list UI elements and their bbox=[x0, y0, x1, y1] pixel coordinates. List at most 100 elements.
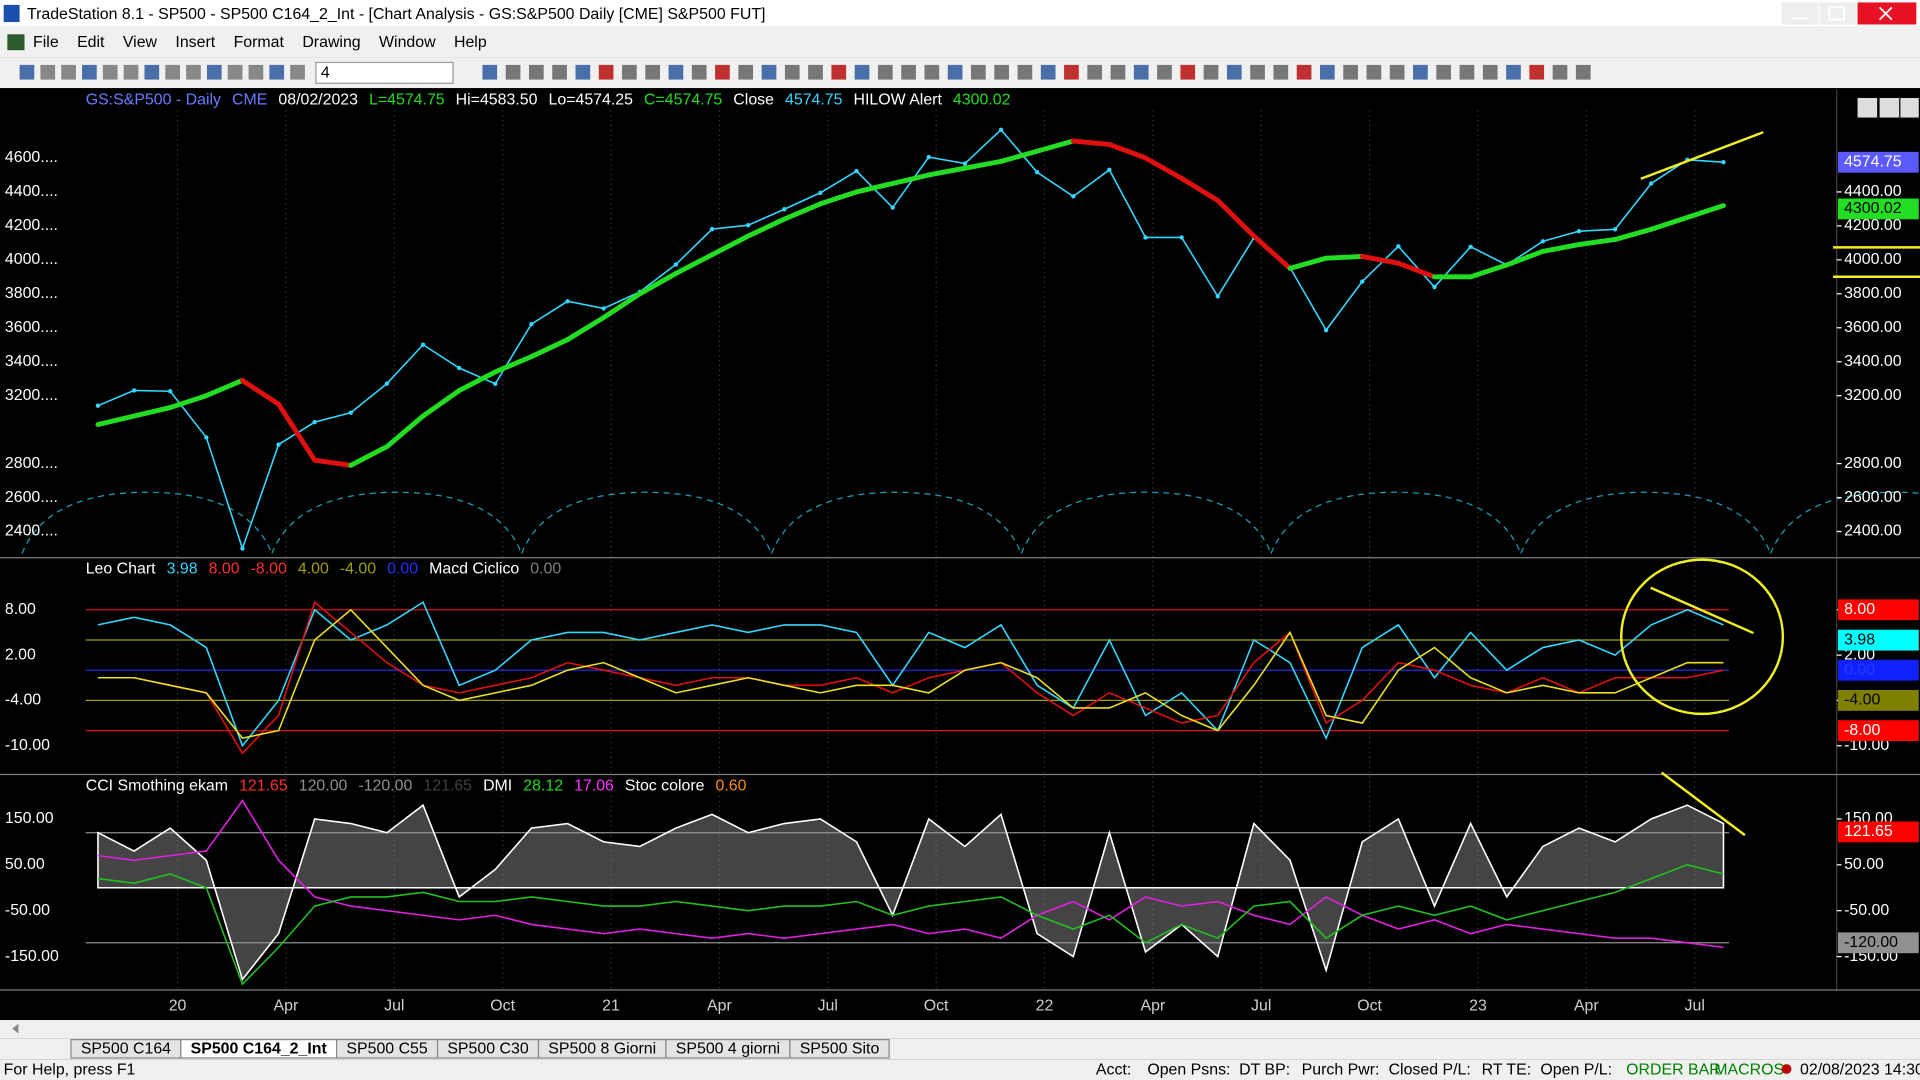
tab-label[interactable]: SP500 8 Giorni bbox=[548, 1041, 656, 1058]
tab-label[interactable]: SP500 C164 bbox=[81, 1041, 171, 1058]
tool-icon[interactable] bbox=[1482, 64, 1498, 80]
tool-icon[interactable] bbox=[1273, 64, 1289, 80]
menu-item[interactable]: Format bbox=[234, 34, 285, 51]
menu-item[interactable]: Help bbox=[454, 34, 487, 51]
tool-icon[interactable] bbox=[1296, 64, 1312, 80]
tool-icon[interactable] bbox=[761, 64, 777, 80]
tool-icon[interactable] bbox=[1017, 64, 1033, 80]
tool-icon[interactable] bbox=[1389, 64, 1405, 80]
tool-icon[interactable] bbox=[206, 64, 222, 80]
tool-icon[interactable] bbox=[808, 64, 823, 80]
tool-icon[interactable] bbox=[971, 64, 986, 80]
ma-segment bbox=[528, 337, 570, 360]
menu-item[interactable]: File bbox=[33, 34, 59, 51]
tool-icon[interactable] bbox=[668, 64, 684, 80]
tool-icon[interactable] bbox=[1040, 64, 1056, 80]
tool-icon[interactable] bbox=[924, 64, 940, 80]
scrollbar[interactable] bbox=[0, 1020, 1920, 1039]
tool-icon[interactable] bbox=[1552, 64, 1568, 80]
series-line bbox=[97, 600, 1724, 755]
window-controls[interactable] bbox=[1781, 2, 1917, 25]
macros[interactable]: MACROS bbox=[1714, 1061, 1784, 1078]
maximize-button[interactable] bbox=[1819, 2, 1857, 25]
tool-icon[interactable] bbox=[1413, 64, 1428, 80]
tab-label[interactable]: SP500 C30 bbox=[447, 1041, 529, 1058]
chart-window-controls[interactable] bbox=[1857, 97, 1919, 118]
tool-icon[interactable] bbox=[482, 64, 498, 80]
tool-icon[interactable] bbox=[575, 64, 591, 80]
value-box bbox=[1837, 151, 1919, 173]
tool-icon[interactable] bbox=[40, 64, 56, 80]
tool-icon[interactable] bbox=[1180, 64, 1196, 80]
value-box bbox=[1837, 198, 1919, 220]
chart-minimize[interactable] bbox=[1857, 97, 1878, 118]
tool-icon[interactable] bbox=[1226, 64, 1242, 80]
header-item: CCI Smothing ekam bbox=[86, 777, 228, 794]
menu-item[interactable]: Drawing bbox=[302, 34, 360, 51]
tool-icon[interactable] bbox=[186, 64, 201, 80]
tool-icon[interactable] bbox=[1436, 64, 1452, 80]
tool-icon[interactable] bbox=[598, 64, 614, 80]
menu-item[interactable]: View bbox=[123, 34, 158, 51]
tool-icon[interactable] bbox=[1064, 64, 1079, 80]
tool-icon[interactable] bbox=[102, 64, 118, 80]
chart-restore[interactable] bbox=[1879, 97, 1900, 118]
tool-icon[interactable] bbox=[1110, 64, 1126, 80]
tool-icon[interactable] bbox=[854, 64, 870, 80]
tool-icon[interactable] bbox=[1087, 64, 1103, 80]
tool-icon[interactable] bbox=[165, 64, 180, 80]
menu-item[interactable]: Insert bbox=[175, 34, 215, 51]
menu-item[interactable]: Edit bbox=[77, 34, 105, 51]
tool-icon[interactable] bbox=[61, 64, 76, 80]
interval-combo[interactable] bbox=[315, 61, 454, 84]
menu-item[interactable]: Window bbox=[379, 34, 436, 51]
tool-icon[interactable] bbox=[715, 64, 730, 80]
tool-icon[interactable] bbox=[1366, 64, 1382, 80]
tab-label[interactable]: SP500 4 giorni bbox=[676, 1041, 780, 1058]
tool-icon[interactable] bbox=[738, 64, 754, 80]
scroll-left[interactable] bbox=[12, 1023, 19, 1034]
tool-icon[interactable] bbox=[290, 64, 305, 80]
tool-icon[interactable] bbox=[901, 64, 916, 80]
tab[interactable] bbox=[789, 1038, 890, 1059]
tool-icon[interactable] bbox=[622, 64, 637, 80]
header-item: 121.65 bbox=[239, 777, 288, 794]
tool-icon[interactable] bbox=[505, 64, 521, 80]
tool-icon[interactable] bbox=[1203, 64, 1219, 80]
order-bar[interactable]: ORDER BAR bbox=[1626, 1061, 1721, 1078]
tool-icon[interactable] bbox=[82, 64, 97, 80]
tool-icon[interactable] bbox=[19, 64, 35, 80]
minimize-button[interactable] bbox=[1781, 2, 1819, 25]
tool-icon[interactable] bbox=[1250, 64, 1265, 80]
tool-icon[interactable] bbox=[1343, 64, 1358, 80]
tool-icon[interactable] bbox=[248, 64, 264, 80]
tool-icon[interactable] bbox=[831, 64, 847, 80]
tool-icon[interactable] bbox=[269, 64, 285, 80]
status-fields: Acct: Open Psns: DT BP: Purch Pwr: Closed P/… bbox=[1096, 1061, 1612, 1078]
chart-close[interactable] bbox=[1900, 97, 1919, 118]
tool-icon[interactable] bbox=[144, 64, 160, 80]
tool-icon[interactable] bbox=[1529, 64, 1545, 80]
tab-label[interactable]: SP500 C55 bbox=[346, 1041, 428, 1058]
tool-icon[interactable] bbox=[227, 64, 243, 80]
tool-icon[interactable] bbox=[645, 64, 660, 80]
tab-label[interactable]: SP500 C164_2_Int bbox=[191, 1041, 328, 1058]
tool-icon[interactable] bbox=[877, 64, 893, 80]
tool-icon[interactable] bbox=[1459, 64, 1475, 80]
tool-icon[interactable] bbox=[784, 64, 800, 80]
tool-icon[interactable] bbox=[123, 64, 139, 80]
x-tick-label: 23 bbox=[1469, 998, 1487, 1015]
x-tick-label: Apr bbox=[1574, 998, 1599, 1015]
tool-icon[interactable] bbox=[1575, 64, 1591, 80]
tool-icon[interactable] bbox=[947, 64, 963, 80]
tool-icon[interactable] bbox=[1320, 64, 1335, 80]
tool-icon[interactable] bbox=[994, 64, 1009, 80]
tool-icon[interactable] bbox=[1133, 64, 1149, 80]
tool-icon[interactable] bbox=[691, 64, 707, 80]
tool-icon[interactable] bbox=[1506, 64, 1521, 80]
header-item: 4300.02 bbox=[953, 92, 1011, 109]
tab-label[interactable]: SP500 Sito bbox=[800, 1041, 880, 1058]
tool-icon[interactable] bbox=[528, 64, 544, 80]
tool-icon[interactable] bbox=[552, 64, 567, 80]
tool-icon[interactable] bbox=[1157, 64, 1172, 80]
